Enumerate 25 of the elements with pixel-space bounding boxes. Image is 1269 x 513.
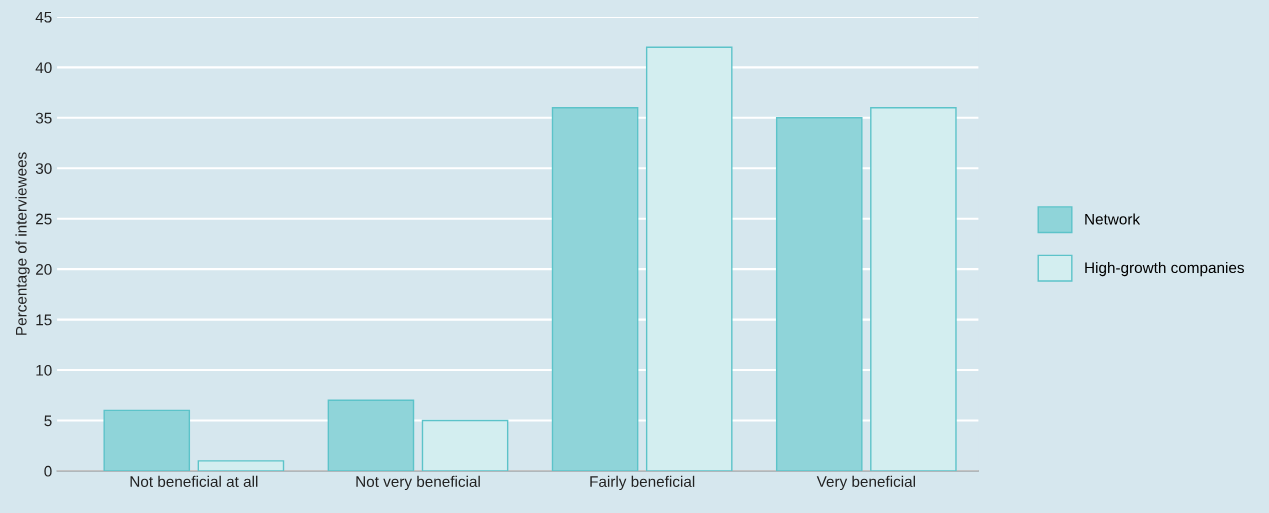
bar [645, 46, 733, 471]
x-tick-label: Not very beneficial [356, 475, 480, 491]
y-tick-label: 5 [44, 415, 52, 427]
y-tick-label: 10 [36, 364, 52, 376]
y-tick-label: 40 [35, 62, 52, 74]
x-tick-label: Fairly beneficial [590, 475, 695, 491]
y-tick-label: 30 [35, 163, 52, 174]
legend-label: High-growth companies [1085, 261, 1244, 277]
y-tick-label: 20 [36, 264, 52, 275]
bar [870, 107, 957, 471]
bar [327, 399, 415, 471]
legend-label: Network [1085, 213, 1141, 225]
bar [197, 460, 285, 471]
y-tick-label: 25 [36, 213, 52, 225]
bar [103, 409, 191, 471]
y-tick-label: 0 [44, 465, 52, 477]
y-tick-label: 35 [35, 112, 52, 124]
bar [421, 419, 509, 471]
bar [775, 117, 863, 471]
y-axis-title: Percentage of interviewees [15, 152, 30, 335]
y-tick-label: 15 [36, 314, 52, 326]
x-tick-label: Not beneficial at all [130, 475, 258, 488]
y-tick-label: 45 [35, 11, 52, 23]
x-tick-label: Very beneficial [816, 475, 915, 491]
bar [551, 107, 639, 471]
